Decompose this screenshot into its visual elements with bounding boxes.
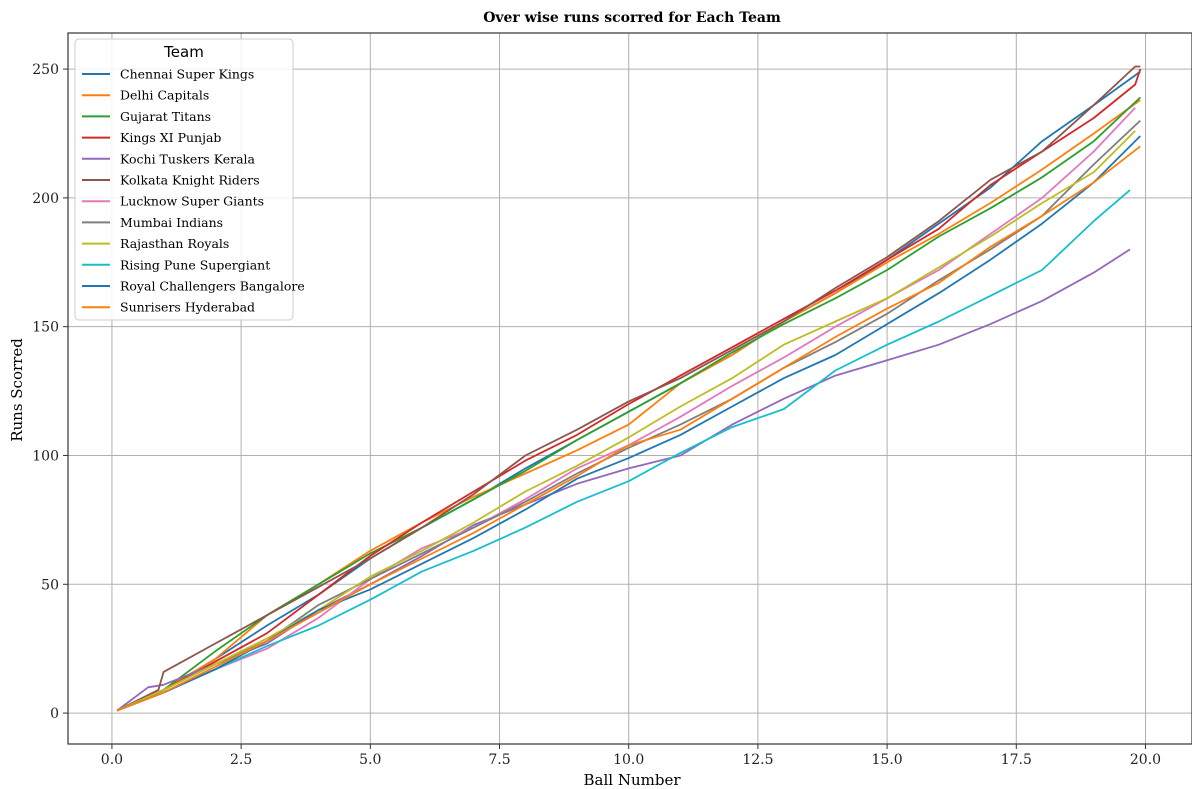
legend: Team Chennai Super Kings Delhi Capitals Gu…: [74, 38, 305, 321]
legend-label-lucknow-super-giants: Lucknow Super Giants: [120, 194, 264, 209]
series-lines: [116, 65, 1142, 712]
y-axis-title: Runs Scorred: [8, 338, 26, 442]
x-tick-label: 7.5: [488, 752, 510, 768]
plot-area-frame: [67, 32, 1192, 745]
legend-label-mumbai-indians: Mumbai Indians: [120, 215, 223, 230]
axis-ticks: 0.0 2.5 5.0 7.5 10.0 12.5 15.0 17.5 20.0 0 50 100 15…: [32, 62, 1161, 768]
legend-label-kolkata-knight-riders: Kolkata Knight Riders: [120, 173, 260, 188]
chart-title: Over wise runs scorred for Each Team: [483, 10, 781, 26]
x-tick-label: 15.0: [872, 752, 903, 768]
x-tick-label: 10.0: [613, 752, 644, 768]
y-tick-label: 100: [32, 448, 59, 464]
legend-label-chennai-super-kings: Chennai Super Kings: [120, 67, 254, 82]
legend-label-rajasthan-royals: Rajasthan Royals: [120, 236, 229, 251]
y-tick-label: 50: [41, 577, 59, 593]
legend-label-royal-challengers-bangalore: Royal Challengers Bangalore: [120, 279, 305, 294]
grid: [68, 33, 1192, 744]
series-line-rajasthan-royals: [116, 130, 1136, 712]
legend-label-sunrisers-hyderabad: Sunrisers Hyderabad: [120, 300, 255, 315]
legend-label-rising-pune-supergiant: Rising Pune Supergiant: [120, 257, 270, 272]
y-tick-label: 250: [32, 62, 59, 78]
x-tick-label: 17.5: [1001, 752, 1032, 768]
x-axis-title: Ball Number: [584, 771, 682, 789]
legend-box: [74, 38, 294, 321]
series-line-kolkata-knight-riders: [116, 65, 1141, 712]
x-tick-label: 0.0: [101, 752, 123, 768]
y-tick-label: 150: [32, 320, 59, 336]
x-tick-label: 20.0: [1130, 752, 1161, 768]
x-tick-label: 2.5: [230, 752, 252, 768]
y-tick-label: 200: [32, 191, 59, 207]
x-tick-label: 5.0: [359, 752, 381, 768]
x-tick-label: 12.5: [742, 752, 773, 768]
legend-label-gujarat-titans: Gujarat Titans: [120, 109, 211, 124]
y-tick-label: 0: [50, 706, 59, 722]
series-line-sunrisers-hyderabad: [116, 145, 1141, 712]
legend-label-delhi-capitals: Delhi Capitals: [120, 88, 209, 103]
series-line-rising-pune-supergiant: [116, 189, 1131, 712]
legend-title: Team: [163, 43, 204, 61]
legend-label-kings-xi-punjab: Kings XI Punjab: [120, 130, 221, 145]
legend-label-kochi-tuskers-kerala: Kochi Tuskers Kerala: [120, 151, 256, 166]
